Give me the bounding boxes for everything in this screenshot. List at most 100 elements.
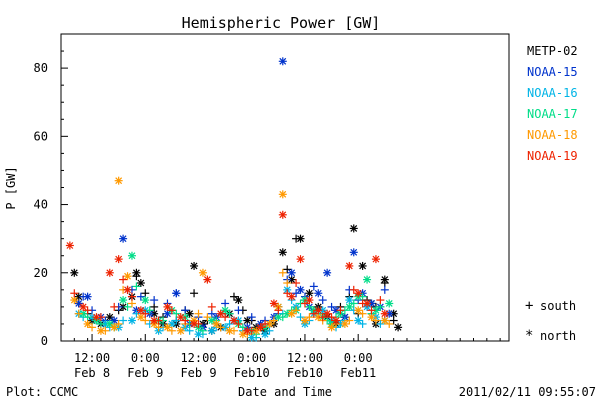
point-noaa-19-south bbox=[141, 309, 150, 318]
point-noaa-18-north bbox=[367, 313, 376, 322]
point-noaa-15-south bbox=[150, 296, 159, 305]
point-noaa-18-south bbox=[127, 299, 136, 308]
point-noaa-17-north bbox=[363, 275, 372, 284]
point-noaa-19-north bbox=[136, 306, 145, 315]
x-tick-label-date: Feb 9 bbox=[180, 366, 216, 380]
point-metp-02-south bbox=[229, 292, 238, 301]
point-noaa-17-south bbox=[132, 282, 141, 291]
point-noaa-15-north bbox=[296, 285, 305, 294]
point-noaa-18-north bbox=[300, 316, 309, 325]
point-noaa-17-north bbox=[345, 302, 354, 311]
point-noaa-17-north bbox=[141, 296, 150, 305]
point-noaa-18-north bbox=[83, 319, 92, 328]
y-tick-label: 20 bbox=[34, 266, 48, 280]
point-noaa-18-north bbox=[176, 326, 185, 335]
point-noaa-19-north bbox=[190, 319, 199, 328]
y-axis: 0 20 40 60 80 bbox=[34, 33, 68, 348]
point-noaa-15-south bbox=[380, 285, 389, 294]
legend-noaa-19: NOAA-19 bbox=[527, 149, 578, 163]
point-metp-02-south bbox=[141, 289, 150, 298]
point-noaa-15-north bbox=[119, 234, 128, 243]
chart-title: Hemispheric Power [GW] bbox=[182, 14, 381, 32]
marker-symbol-north: * bbox=[525, 328, 533, 344]
point-noaa-16-south bbox=[296, 313, 305, 322]
point-noaa-18-north bbox=[114, 176, 123, 185]
point-noaa-15-north bbox=[349, 248, 358, 257]
point-noaa-19-north bbox=[92, 313, 101, 322]
x-tick-label-date: Feb11 bbox=[340, 366, 376, 380]
x-tick-label-date: Feb10 bbox=[287, 366, 323, 380]
point-noaa-15-north bbox=[278, 57, 287, 66]
point-noaa-17-north bbox=[207, 316, 216, 325]
point-noaa-19-north bbox=[150, 316, 159, 325]
x-axis-label: Date and Time bbox=[238, 385, 332, 399]
point-noaa-15-south bbox=[234, 306, 243, 315]
point-metp-02-south bbox=[150, 302, 159, 311]
point-noaa-18-south bbox=[88, 323, 97, 332]
point-noaa-19-north bbox=[243, 326, 252, 335]
point-noaa-19-south bbox=[261, 319, 270, 328]
point-noaa-19-south bbox=[221, 313, 230, 322]
point-noaa-19-south bbox=[367, 306, 376, 315]
point-noaa-19-north bbox=[163, 302, 172, 311]
marker-label-north: north bbox=[540, 329, 576, 343]
point-noaa-18-south bbox=[203, 313, 212, 322]
point-noaa-18-north bbox=[163, 323, 172, 332]
point-noaa-19-south bbox=[181, 316, 190, 325]
point-noaa-15-north bbox=[323, 268, 332, 277]
point-noaa-19-north bbox=[269, 299, 278, 308]
y-tick-label: 0 bbox=[41, 334, 48, 348]
point-noaa-19-south bbox=[318, 313, 327, 322]
point-noaa-15-south bbox=[136, 292, 145, 301]
point-noaa-19-south bbox=[300, 299, 309, 308]
legend-noaa-18: NOAA-18 bbox=[527, 128, 578, 142]
point-noaa-16-south bbox=[185, 326, 194, 335]
point-noaa-18-south bbox=[385, 319, 394, 328]
point-noaa-15-north bbox=[287, 268, 296, 277]
point-noaa-19-north bbox=[287, 292, 296, 301]
point-noaa-16-south bbox=[132, 309, 141, 318]
point-noaa-17-north bbox=[127, 251, 136, 260]
point-noaa-16-north bbox=[345, 296, 354, 305]
marker-symbol-south: + bbox=[525, 298, 533, 314]
point-noaa-18-south bbox=[154, 323, 163, 332]
point-noaa-17-north bbox=[221, 306, 230, 315]
point-noaa-19-north bbox=[79, 302, 88, 311]
point-noaa-18-south bbox=[305, 313, 314, 322]
y-tick-label: 80 bbox=[34, 61, 48, 75]
point-noaa-15-south bbox=[247, 313, 256, 322]
point-noaa-19-north bbox=[216, 309, 225, 318]
legend: METP-02 NOAA-15 NOAA-16 NOAA-17 NOAA-18 NOAA-… bbox=[527, 44, 578, 163]
legend-noaa-15: NOAA-15 bbox=[527, 65, 578, 79]
point-noaa-17-north bbox=[274, 313, 283, 322]
x-tick-label-time: 0:00 bbox=[237, 351, 266, 365]
point-noaa-17-south bbox=[376, 302, 385, 311]
data-points bbox=[65, 57, 403, 342]
point-noaa-17-south bbox=[198, 326, 207, 335]
point-noaa-19-south bbox=[336, 306, 345, 315]
point-noaa-18-south bbox=[269, 316, 278, 325]
point-metp-02-north bbox=[234, 296, 243, 305]
point-noaa-18-north bbox=[70, 296, 79, 305]
point-metp-02-north bbox=[305, 289, 314, 298]
point-noaa-19-north bbox=[105, 268, 114, 277]
point-noaa-15-south bbox=[221, 299, 230, 308]
point-noaa-19-south bbox=[234, 319, 243, 328]
point-noaa-19-south bbox=[119, 275, 128, 284]
point-noaa-19-south bbox=[309, 309, 318, 318]
point-noaa-18-south bbox=[74, 309, 83, 318]
legend-metp-02: METP-02 bbox=[527, 44, 578, 58]
point-noaa-19-south bbox=[283, 289, 292, 298]
point-metp-02-south bbox=[283, 265, 292, 274]
point-noaa-19-south bbox=[207, 302, 216, 311]
point-noaa-19-south bbox=[70, 289, 79, 298]
point-noaa-15-south bbox=[309, 282, 318, 291]
point-noaa-19-south bbox=[327, 313, 336, 322]
point-noaa-18-north bbox=[110, 323, 119, 332]
point-noaa-19-north bbox=[380, 309, 389, 318]
point-metp-02-south bbox=[190, 289, 199, 298]
point-noaa-18-north bbox=[96, 326, 105, 335]
point-noaa-18-north bbox=[278, 190, 287, 199]
point-noaa-17-north bbox=[119, 296, 128, 305]
